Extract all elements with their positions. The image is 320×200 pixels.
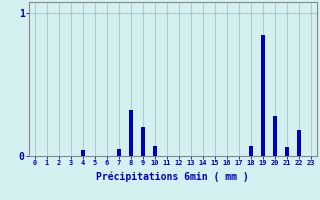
Bar: [81, 150, 85, 156]
Bar: [153, 146, 157, 156]
Bar: [273, 116, 277, 156]
Bar: [261, 35, 265, 156]
Bar: [117, 149, 121, 156]
Bar: [249, 146, 253, 156]
Bar: [285, 147, 289, 156]
X-axis label: Précipitations 6min ( mm ): Précipitations 6min ( mm ): [96, 172, 249, 182]
Bar: [141, 127, 145, 156]
Bar: [129, 110, 133, 156]
Bar: [297, 130, 301, 156]
